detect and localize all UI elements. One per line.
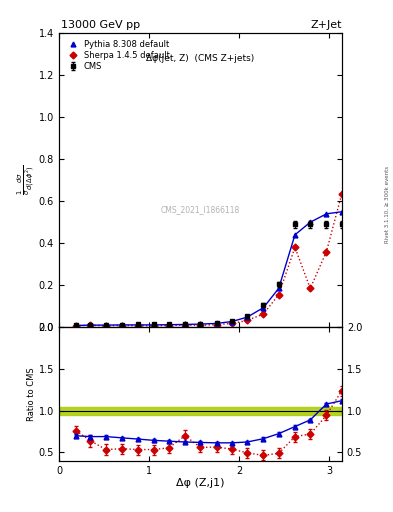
Text: Z+Jet: Z+Jet	[310, 19, 342, 30]
Pythia 8.308 default	[245, 314, 250, 320]
Bar	[59, 407, 342, 415]
Sherpa 1.4.5 default	[74, 323, 79, 329]
Pythia 8.308 default	[119, 322, 124, 328]
Sherpa 1.4.5 default	[261, 311, 266, 317]
Sherpa 1.4.5 default	[308, 285, 312, 291]
Sherpa 1.4.5 default	[245, 317, 250, 324]
Sherpa 1.4.5 default	[103, 323, 108, 329]
Y-axis label: Ratio to CMS: Ratio to CMS	[27, 367, 36, 421]
Pythia 8.308 default	[103, 322, 108, 328]
Pythia 8.308 default	[230, 318, 234, 325]
Sherpa 1.4.5 default	[151, 323, 156, 329]
Text: CMS_2021_I1866118: CMS_2021_I1866118	[161, 205, 240, 214]
Pythia 8.308 default	[276, 285, 281, 291]
X-axis label: Δφ (Z,j1): Δφ (Z,j1)	[176, 478, 225, 488]
Pythia 8.308 default	[198, 321, 203, 327]
Pythia 8.308 default	[261, 305, 266, 311]
Sherpa 1.4.5 default	[198, 322, 203, 328]
Text: Rivet 3.1.10, ≥ 300k events: Rivet 3.1.10, ≥ 300k events	[385, 166, 390, 243]
Sherpa 1.4.5 default	[136, 323, 141, 329]
Sherpa 1.4.5 default	[324, 248, 329, 254]
Sherpa 1.4.5 default	[340, 191, 344, 197]
Pythia 8.308 default	[292, 232, 297, 238]
Legend: Pythia 8.308 default, Sherpa 1.4.5 default, CMS: Pythia 8.308 default, Sherpa 1.4.5 defau…	[63, 37, 172, 74]
Pythia 8.308 default	[88, 322, 93, 328]
Pythia 8.308 default	[167, 322, 171, 328]
Text: Δφ(jet, Z)  (CMS Z+jets): Δφ(jet, Z) (CMS Z+jets)	[146, 54, 255, 63]
Pythia 8.308 default	[183, 322, 187, 328]
Sherpa 1.4.5 default	[119, 323, 124, 329]
Sherpa 1.4.5 default	[276, 292, 281, 298]
Pythia 8.308 default	[136, 322, 141, 328]
Line: Sherpa 1.4.5 default: Sherpa 1.4.5 default	[73, 191, 344, 328]
Text: 13000 GeV pp: 13000 GeV pp	[61, 19, 140, 30]
Pythia 8.308 default	[214, 321, 219, 327]
Pythia 8.308 default	[308, 219, 312, 225]
Pythia 8.308 default	[151, 322, 156, 328]
Y-axis label: $\frac{1}{\sigma}\frac{d\sigma}{d(\Delta\phi^{2})}$: $\frac{1}{\sigma}\frac{d\sigma}{d(\Delta…	[16, 165, 37, 195]
Sherpa 1.4.5 default	[88, 322, 93, 328]
Pythia 8.308 default	[324, 211, 329, 217]
Sherpa 1.4.5 default	[230, 321, 234, 327]
Sherpa 1.4.5 default	[292, 244, 297, 250]
Line: Pythia 8.308 default: Pythia 8.308 default	[73, 209, 344, 328]
Sherpa 1.4.5 default	[167, 323, 171, 329]
Pythia 8.308 default	[74, 323, 79, 329]
Sherpa 1.4.5 default	[183, 322, 187, 328]
Sherpa 1.4.5 default	[214, 322, 219, 328]
Pythia 8.308 default	[340, 209, 344, 215]
